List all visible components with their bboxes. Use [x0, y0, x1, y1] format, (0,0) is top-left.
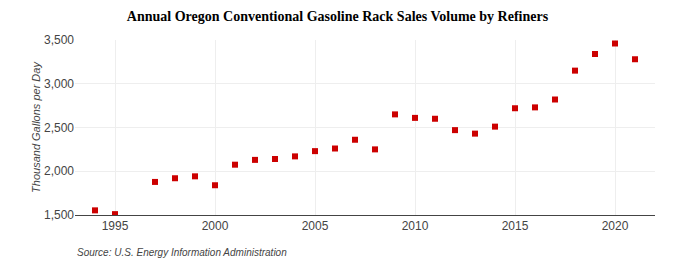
svg-text:2005: 2005	[302, 219, 329, 233]
svg-text:2020: 2020	[602, 219, 629, 233]
svg-text:2010: 2010	[402, 219, 429, 233]
svg-text:2000: 2000	[202, 219, 229, 233]
svg-text:Source: U.S. Energy Informatio: Source: U.S. Energy Information Administ…	[77, 247, 287, 258]
svg-text:1,500: 1,500	[44, 208, 74, 222]
svg-text:2,000: 2,000	[44, 164, 74, 178]
svg-text:1995: 1995	[102, 219, 129, 233]
svg-text:3,000: 3,000	[44, 77, 74, 91]
svg-text:Annual Oregon Conventional Gas: Annual Oregon Conventional Gasoline Rack…	[127, 9, 549, 24]
svg-text:2,500: 2,500	[44, 121, 74, 135]
svg-text:3,500: 3,500	[44, 33, 74, 47]
svg-text:Thousand Gallons per Day: Thousand Gallons per Day	[30, 61, 42, 193]
svg-text:2015: 2015	[502, 219, 529, 233]
